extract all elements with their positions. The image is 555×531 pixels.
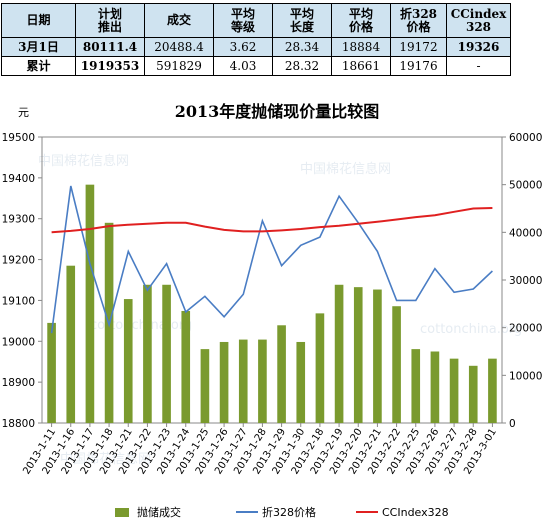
left-tick-label: 19500 — [2, 132, 35, 144]
table-cell: 28.34 — [272, 37, 332, 57]
legend-label: CCIndex328 — [382, 506, 449, 519]
bar-2013-2-25 — [411, 349, 421, 423]
right-tick-label: 30000 — [509, 275, 542, 287]
table-header-row: 日期 计划 推出 成交 平均 等级 平均 长度 平均 价格 折328 价格 CCindex 328 — [1, 3, 511, 38]
chart-title: 2013年度抛储现价量比较图 — [175, 102, 380, 121]
left-tick-label: 19200 — [2, 255, 35, 267]
series-line-折328价格 — [50, 185, 493, 334]
table-header-cell: CCindex 328 — [446, 3, 511, 38]
table-cell: 1919353 — [75, 56, 145, 76]
right-tick-label: 20000 — [509, 323, 542, 335]
table-cell: 18661 — [331, 56, 391, 76]
series-line-CCIndex328 — [51, 207, 493, 234]
left-tick-label: 19000 — [2, 336, 35, 348]
bar-2013-2-26 — [430, 351, 440, 423]
left-tick-label: 18900 — [2, 377, 35, 389]
legend-label: 抛储成交 — [137, 505, 181, 519]
table-header-cell: 日期 — [1, 3, 76, 38]
table-cell: 591829 — [144, 56, 214, 76]
left-axis-unit: 元 — [18, 106, 29, 119]
bar-2013-2-18 — [315, 313, 325, 423]
table-header-cell: 平均 等级 — [213, 3, 273, 38]
bar-2013-2-20 — [353, 287, 363, 423]
bar-2013-1-16 — [66, 265, 76, 423]
legend-swatch — [115, 508, 129, 517]
left-tick-label: 18800 — [2, 418, 35, 430]
table-cell: 3.62 — [213, 37, 273, 57]
right-tick-label: 0 — [509, 418, 516, 430]
summary-table: 日期 计划 推出 成交 平均 等级 平均 长度 平均 价格 折328 价格 CCindex 328 3月1日… — [1, 3, 511, 76]
bar-2013-1-11 — [47, 322, 56, 423]
bar-2013-1-25 — [200, 349, 210, 423]
table-cell: 3月1日 — [1, 37, 76, 57]
left-tick-label: 19300 — [2, 214, 35, 226]
table-cell: 累计 — [1, 56, 76, 76]
table-cell: 18884 — [331, 37, 391, 57]
table-cell: 80111.4 — [75, 37, 145, 57]
right-tick-label: 40000 — [509, 227, 542, 239]
table-cell: 19172 — [390, 37, 447, 57]
left-tick-label: 19100 — [2, 295, 35, 307]
bar-2013-2-19 — [334, 284, 344, 423]
bar-2013-1-24 — [181, 310, 191, 423]
left-tick-label: 19400 — [2, 173, 35, 185]
bar-2013-1-27 — [238, 339, 248, 423]
bar-2013-1-22 — [143, 284, 152, 423]
bar-2013-1-23 — [162, 284, 171, 423]
table-header-cell: 平均 长度 — [272, 3, 332, 38]
table-header-cell: 计划 推出 — [75, 3, 145, 38]
bar-2013-2-22 — [392, 306, 401, 423]
bar-2013-1-29 — [277, 325, 286, 423]
table-header-cell: 折328 价格 — [390, 3, 447, 38]
right-tick-label: 50000 — [509, 180, 542, 192]
bar-2013-2-21 — [373, 289, 382, 423]
bar-2013-2-27 — [449, 358, 459, 423]
bar-2013-1-17 — [85, 184, 95, 423]
table-cell: 19176 — [390, 56, 447, 76]
right-tick-label: 60000 — [509, 132, 542, 144]
bar-2013-1-26 — [219, 341, 229, 423]
table-row: 累计 1919353 591829 4.03 28.32 18661 19176- — [1, 56, 511, 76]
right-tick-label: 10000 — [509, 370, 542, 382]
bar-2013-3-01 — [488, 358, 497, 423]
table-cell: 19326 — [446, 37, 511, 57]
legend-label: 折328价格 — [262, 505, 316, 519]
bar-2013-2-28 — [468, 365, 478, 423]
bar-2013-1-30 — [296, 341, 306, 423]
bar-2013-1-21 — [123, 299, 133, 423]
table-header-cell: 平均 价格 — [331, 3, 391, 38]
table-cell: - — [446, 56, 511, 76]
table-cell: 20488.4 — [144, 37, 214, 57]
price-volume-chart: 2013年度抛储现价量比较图 元 18800 18900 19000 19100 19200… — [2, 102, 543, 519]
bar-2013-1-28 — [258, 339, 267, 423]
table-cell: 28.32 — [272, 56, 332, 76]
table-header-cell: 成交 — [144, 3, 214, 38]
table-cell: 4.03 — [213, 56, 273, 76]
table-row: 3月1日 80111.4 20488.4 3.62 28.34 18884 19172 193… — [1, 37, 511, 57]
